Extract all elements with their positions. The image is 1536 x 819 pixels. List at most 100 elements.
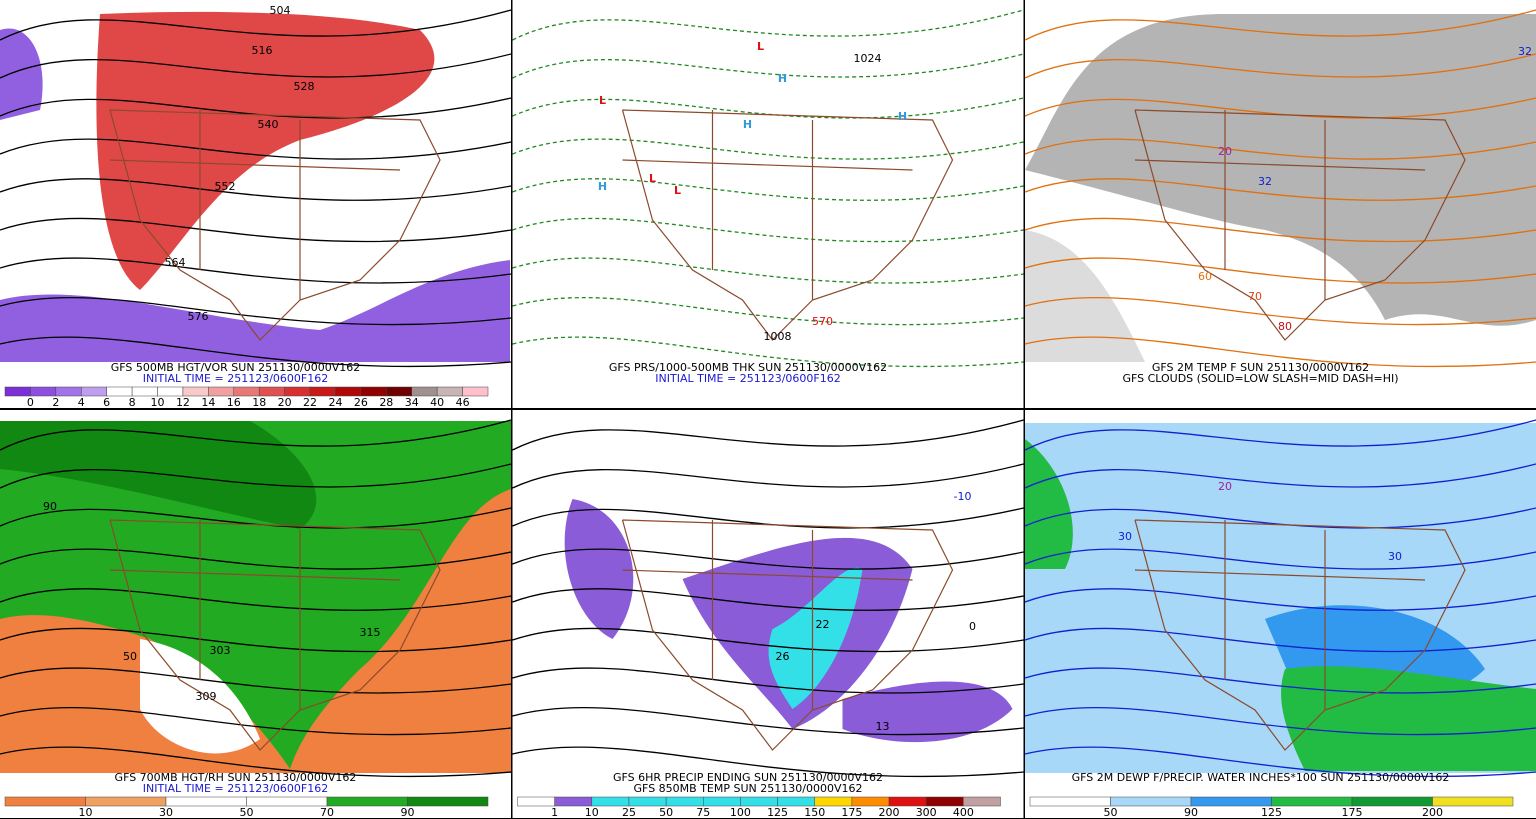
colorbar-label: 70 bbox=[320, 806, 334, 819]
colorbar-label: 200 bbox=[879, 806, 900, 819]
colorbar-cell bbox=[246, 796, 328, 807]
colorbar-cell bbox=[554, 796, 593, 807]
map-label: 22 bbox=[816, 618, 830, 631]
contour-line bbox=[1024, 53, 1536, 79]
map-label: 0 bbox=[969, 620, 976, 633]
caption: GFS 2M DEWP F/PRECIP. WATER INCHES*100 S… bbox=[1072, 771, 1450, 784]
contour-line bbox=[512, 53, 1024, 79]
contour-line bbox=[512, 707, 1024, 736]
colorbar-cell bbox=[517, 796, 555, 807]
colorbar-label: 90 bbox=[1184, 806, 1198, 819]
colorbar-cell bbox=[436, 386, 463, 397]
map-label: 20 bbox=[1218, 145, 1232, 158]
colorbar-label: 0 bbox=[27, 396, 34, 409]
colorbar-cell bbox=[888, 796, 927, 807]
map-label: 30 bbox=[1388, 550, 1402, 563]
map-label: 303 bbox=[210, 644, 231, 657]
colorbar-label: 34 bbox=[405, 396, 419, 409]
map-field bbox=[1025, 439, 1073, 569]
contour-line bbox=[1024, 217, 1536, 243]
contour-line bbox=[1024, 336, 1536, 368]
map-label: L bbox=[757, 40, 764, 53]
map-label: 32 bbox=[1518, 45, 1532, 58]
map-label: 32 bbox=[1258, 175, 1272, 188]
map-label: 30 bbox=[1118, 530, 1132, 543]
caption: GFS 500MB HGT/VOR SUN 251130/0000V162 bbox=[111, 361, 361, 374]
colorbar-label: 16 bbox=[227, 396, 241, 409]
contour-line bbox=[1024, 257, 1536, 284]
colorbar-cell bbox=[628, 796, 667, 807]
colorbar-cell bbox=[360, 386, 387, 397]
colorbar-cell bbox=[1029, 796, 1111, 807]
contour-line bbox=[512, 297, 1024, 326]
colorbar-label: 150 bbox=[804, 806, 825, 819]
contour-line bbox=[0, 707, 512, 736]
colorbar-label: 12 bbox=[176, 396, 190, 409]
contour-line bbox=[1024, 9, 1536, 41]
map-label: 516 bbox=[252, 44, 273, 57]
colorbar-cell bbox=[1271, 796, 1353, 807]
contour-line bbox=[512, 138, 1024, 160]
colorbar-label: 10 bbox=[79, 806, 93, 819]
colorbar-label: 75 bbox=[696, 806, 710, 819]
contour-line bbox=[0, 419, 512, 451]
colorbar-cell bbox=[284, 386, 311, 397]
map: L L L L H H H H 1024 1008 570 bbox=[512, 9, 1024, 368]
contour-line bbox=[512, 667, 1024, 694]
map-label: -10 bbox=[954, 490, 972, 503]
colorbar-label: 14 bbox=[201, 396, 215, 409]
colorbar-cell bbox=[208, 386, 235, 397]
map: 504 516 528 540 552 564 576 bbox=[0, 4, 512, 368]
map-field bbox=[1025, 230, 1145, 362]
colorbar-cell bbox=[777, 796, 815, 807]
contour-line bbox=[0, 9, 512, 41]
colorbar-label: 125 bbox=[767, 806, 788, 819]
colorbar-cell bbox=[665, 796, 704, 807]
colorbar-label: 200 bbox=[1422, 806, 1443, 819]
colorbar-label: 400 bbox=[953, 806, 974, 819]
contour-line bbox=[0, 297, 512, 326]
colorbar-label: 26 bbox=[354, 396, 368, 409]
border-line bbox=[109, 519, 441, 751]
colorbar-label: 25 bbox=[622, 806, 636, 819]
map-field bbox=[564, 499, 634, 639]
contour-line bbox=[0, 257, 512, 284]
caption: GFS 850MB TEMP SUN 251130/0000V162 bbox=[634, 782, 863, 795]
contour-line bbox=[0, 588, 512, 611]
border-line bbox=[109, 109, 441, 341]
map-label: 552 bbox=[215, 180, 236, 193]
contour-line bbox=[512, 746, 1024, 778]
map-label: 576 bbox=[188, 310, 209, 323]
contour-line bbox=[1024, 627, 1536, 653]
colorbar-cell bbox=[411, 386, 438, 397]
caption: GFS 700MB HGT/RH SUN 251130/0000V162 bbox=[115, 771, 357, 784]
map: 30 20 30 bbox=[1024, 419, 1536, 778]
map-field bbox=[0, 28, 43, 120]
contour-line bbox=[512, 217, 1024, 243]
map-label: H bbox=[778, 72, 787, 85]
colorbar-cell bbox=[4, 386, 31, 397]
colorbar-cell bbox=[4, 796, 86, 807]
colorbar-label: 50 bbox=[659, 806, 673, 819]
colorbar-label: 50 bbox=[240, 806, 254, 819]
colorbar-cell bbox=[106, 386, 133, 397]
contour-line bbox=[512, 419, 1024, 451]
panel: L L L L H H H H 1024 1008 570 GFS PRS/1000-500MB TH… bbox=[512, 0, 1024, 408]
caption: GFS 6HR PRECIP ENDING SUN 251130/0000V16… bbox=[613, 771, 883, 784]
colorbar-cell bbox=[157, 386, 184, 397]
colorbar-label: 46 bbox=[456, 396, 470, 409]
colorbar-cell bbox=[131, 386, 158, 397]
panel: -10 26 22 13 0 GFS 6HR PRECIP ENDING SUN 2511… bbox=[512, 410, 1024, 819]
colorbar-label: 10 bbox=[151, 396, 165, 409]
map-label: 26 bbox=[776, 650, 790, 663]
contour-line bbox=[512, 548, 1024, 570]
colorbar-cell bbox=[309, 386, 336, 397]
contour-line bbox=[0, 667, 512, 694]
map-field bbox=[0, 421, 511, 769]
contour-line bbox=[512, 257, 1024, 284]
map-label: 504 bbox=[270, 4, 291, 17]
colorbar-cell bbox=[386, 386, 412, 397]
map-label: L bbox=[649, 172, 656, 185]
map-field bbox=[0, 421, 317, 529]
